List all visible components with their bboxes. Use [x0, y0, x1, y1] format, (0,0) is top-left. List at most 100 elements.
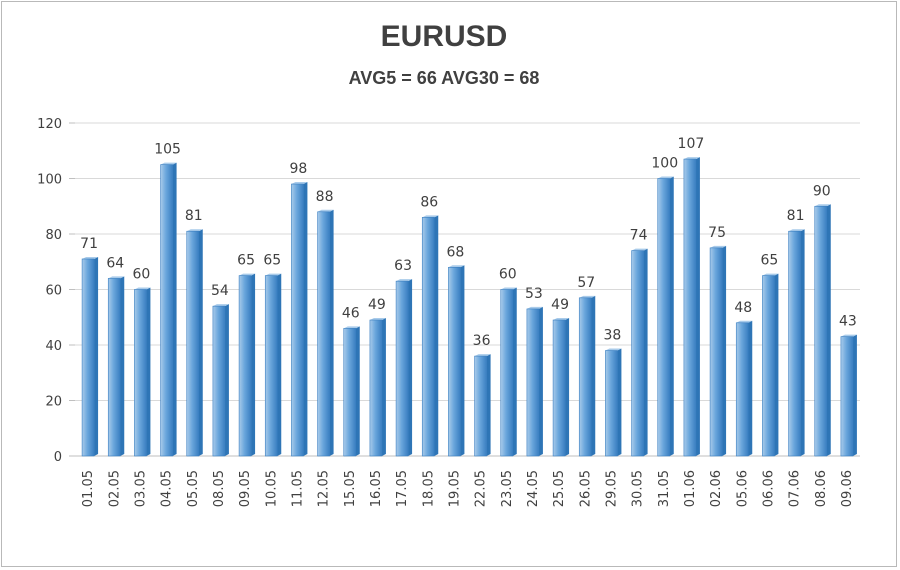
- bar-front: [291, 183, 304, 457]
- bar-side: [94, 256, 99, 456]
- bar-top: [369, 318, 386, 321]
- x-tick-label: 08.05: [212, 470, 227, 507]
- bar-07.06: [788, 229, 805, 457]
- x-tick-label: 09.06: [840, 470, 855, 507]
- chart-title: EURUSD: [380, 20, 508, 53]
- bar-03.05: [134, 287, 151, 457]
- bar-front: [500, 289, 514, 457]
- bar-08.06: [814, 204, 831, 457]
- bar-31.05: [657, 176, 674, 457]
- bar-side: [617, 348, 622, 456]
- bar-26.05: [578, 295, 596, 457]
- bar-11.05: [291, 182, 308, 457]
- bar-top: [291, 182, 308, 185]
- bar-front: [212, 305, 226, 457]
- bar-side: [565, 318, 570, 456]
- bar-side: [381, 318, 386, 456]
- bar-side: [277, 273, 282, 456]
- bar-top: [82, 256, 99, 259]
- bar-side: [852, 334, 857, 456]
- bar-top: [212, 304, 229, 307]
- x-tick-label: 05.06: [735, 470, 750, 507]
- x-tick-label: 19.05: [447, 470, 462, 507]
- bar-top: [631, 248, 648, 251]
- y-tick-label: 0: [54, 450, 62, 465]
- chart-subtitle: AVG5 = 66 AVG30 = 68: [348, 68, 540, 88]
- data-label: 60: [133, 267, 151, 283]
- bar-side: [251, 273, 256, 456]
- bar-front: [264, 275, 278, 457]
- bar-17.05: [395, 279, 413, 457]
- bar-top: [239, 273, 256, 276]
- bar-front: [317, 211, 330, 457]
- bar-22.05: [474, 354, 491, 457]
- bar-30.05: [631, 248, 648, 457]
- gridlines: [69, 122, 860, 457]
- bar-front: [552, 319, 566, 457]
- bar-01.06: [683, 157, 700, 457]
- bar-side: [434, 215, 439, 456]
- bar-top: [474, 354, 491, 357]
- bar-10.05: [264, 273, 282, 457]
- x-tick-label: 29.05: [604, 470, 619, 507]
- bar-top: [422, 215, 439, 218]
- bar-02.06: [709, 245, 727, 457]
- bar-side: [722, 245, 727, 456]
- bar-top: [814, 204, 831, 207]
- bar-side: [120, 276, 125, 456]
- data-label: 74: [630, 228, 648, 244]
- bar-side: [800, 229, 805, 456]
- data-label: 53: [525, 286, 543, 302]
- data-label: 38: [604, 328, 622, 344]
- bar-top: [736, 320, 753, 323]
- data-label: 68: [447, 244, 465, 260]
- bar-front: [81, 258, 95, 457]
- x-tick-label: 06.06: [761, 470, 776, 507]
- bar-front: [369, 319, 383, 457]
- bar-side: [460, 265, 465, 456]
- bar-16.05: [369, 318, 386, 457]
- bar-front: [238, 275, 252, 457]
- bar-side: [512, 287, 517, 456]
- bar-top: [396, 279, 413, 282]
- bar-front: [657, 178, 671, 457]
- bar-19.05: [448, 265, 465, 457]
- bar-front: [421, 217, 435, 457]
- bar-05.06: [735, 320, 753, 457]
- data-label: 64: [106, 255, 124, 271]
- bar-side: [355, 326, 360, 456]
- bar-front: [448, 266, 461, 457]
- bar-front: [709, 247, 723, 457]
- x-tick-label: 23.05: [500, 470, 515, 507]
- data-label: 36: [473, 333, 491, 349]
- bar-front: [605, 350, 618, 457]
- bar-top: [605, 348, 622, 351]
- x-tick-label: 10.05: [264, 470, 279, 507]
- data-labels: 71 64 60 105 81 54 65 65 98 88 46 49 63 86 68 36 60 53 49 5…: [80, 136, 857, 349]
- data-label: 54: [211, 283, 229, 299]
- bar-side: [303, 182, 308, 457]
- data-label: 88: [316, 189, 334, 205]
- x-tick-label: 24.05: [526, 470, 541, 507]
- bar-front: [631, 250, 644, 457]
- y-tick-label: 40: [45, 339, 62, 354]
- bar-29.05: [605, 348, 622, 457]
- bar-side: [774, 273, 779, 456]
- x-tick-label: 16.05: [369, 470, 384, 507]
- bar-05.05: [186, 229, 203, 457]
- data-label: 100: [651, 156, 678, 172]
- bar-09.06: [840, 334, 857, 457]
- data-label: 71: [80, 236, 98, 252]
- x-tick-label: 12.05: [317, 470, 332, 507]
- data-label: 65: [263, 253, 281, 269]
- bar-top: [762, 273, 779, 276]
- y-axis: 0 20 40 60 80 100 120: [37, 117, 62, 465]
- bar-top: [160, 162, 177, 165]
- y-tick-label: 100: [37, 173, 62, 188]
- y-tick-label: 20: [45, 395, 62, 410]
- bar-front: [788, 230, 801, 457]
- bar-side: [695, 157, 700, 456]
- bar-top: [265, 273, 282, 276]
- bar-front: [474, 355, 487, 457]
- data-label: 75: [708, 225, 726, 241]
